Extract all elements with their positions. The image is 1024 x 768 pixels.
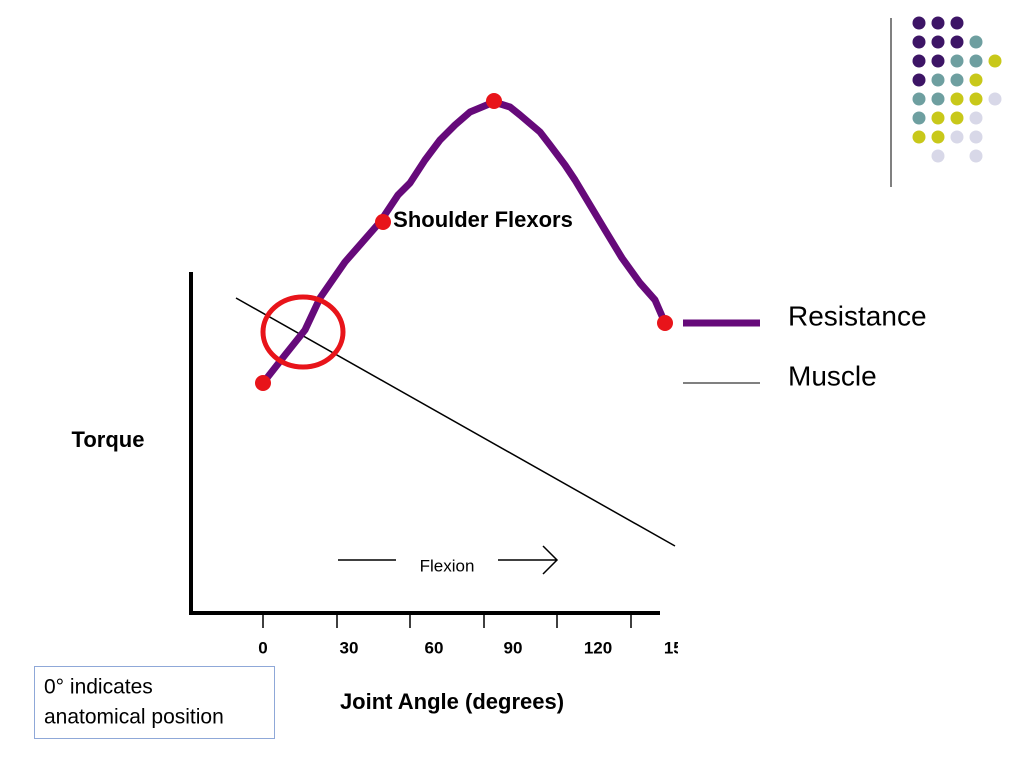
dot [912,35,926,49]
dot [912,16,926,30]
chart-title: Shoulder Flexors [393,207,573,232]
x-tick-label: 90 [504,638,523,657]
dot [969,73,983,87]
x-ticks [262,613,632,628]
dot [950,73,964,87]
x-tick-label: 0 [258,638,267,657]
x-axis-label: Joint Angle (degrees) [340,689,564,714]
dot [969,92,983,106]
dot [912,73,926,87]
dot [912,130,926,144]
dot [931,35,945,49]
y-axis-label: Torque [72,427,145,452]
muscle-line [235,297,676,547]
x-tick-label: 150 [664,638,692,657]
dot [950,54,964,68]
curve-points [255,93,673,391]
dot [950,130,964,144]
dot [931,73,945,87]
x-tick-label: 30 [340,638,359,657]
dot [931,16,945,30]
dot [969,35,983,49]
dot [950,35,964,49]
dot [931,54,945,68]
resistance-curve [259,98,669,387]
legend-label: Resistance [788,300,927,331]
dot [950,92,964,106]
dot [969,130,983,144]
legend-label: Muscle [788,360,877,391]
x-tick-labels: 0 30 60 90 120 150 [258,638,692,657]
dot [969,111,983,125]
dot [931,149,945,163]
dot [969,149,983,163]
dot [931,92,945,106]
arrow [498,545,559,575]
dot [912,54,926,68]
dot [950,16,964,30]
decoration [912,16,1002,163]
dot [912,92,926,106]
x-tick-label: 120 [584,638,612,657]
dot [969,54,983,68]
note-text: anatomical position [44,706,224,729]
annotation: Flexion [420,556,475,575]
x-tick-label: 60 [425,638,444,657]
note-text: 0° indicates [44,676,153,699]
highlight-circle [260,294,346,370]
dot [912,111,926,125]
note-box [34,666,275,739]
dot [931,111,945,125]
dot [988,54,1002,68]
dot [950,111,964,125]
dot [931,130,945,144]
dot [988,92,1002,106]
